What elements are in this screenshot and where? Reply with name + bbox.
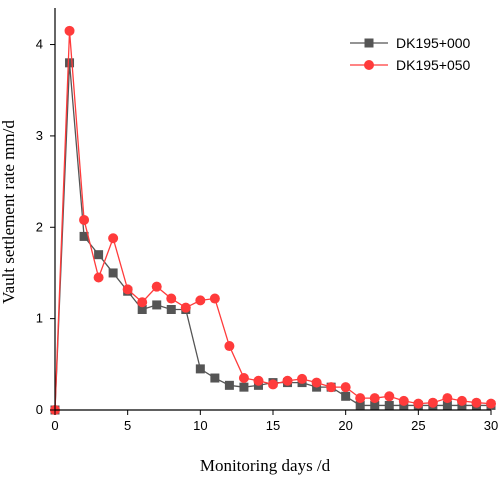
data-point-series-1: [384, 400, 394, 410]
data-point-series-2: [268, 379, 278, 390]
y-tick-label: 2: [36, 219, 43, 234]
data-point-series-1: [79, 231, 89, 241]
data-point-series-1: [370, 400, 380, 410]
x-tick-label: 30: [484, 418, 498, 433]
data-point-series-1: [210, 373, 220, 383]
data-point-series-1: [341, 391, 351, 401]
y-tick-label: 4: [36, 37, 43, 52]
legend-marker-1: [364, 38, 374, 48]
data-point-series-2: [151, 281, 162, 292]
data-point-series-2: [93, 272, 104, 283]
axes: 0 5 10 15 20 25 30 0 1 2 3 4: [36, 8, 498, 433]
data-point-series-2: [486, 398, 496, 409]
data-point-series-2: [282, 375, 293, 386]
data-point-series-2: [108, 233, 119, 244]
data-point-series-2: [122, 284, 133, 295]
data-point-series-2: [311, 377, 322, 388]
data-point-series-1: [239, 382, 249, 392]
legend-marker-2: [364, 60, 374, 70]
series-line-1: [54, 62, 491, 411]
legend-label-1: DK195+000: [396, 35, 471, 51]
data-point-series-1: [137, 305, 147, 314]
x-tick-label: 20: [338, 418, 352, 433]
x-tick-label: 25: [411, 418, 425, 433]
data-point-series-2: [384, 391, 395, 402]
data-point-series-2: [238, 373, 249, 384]
x-tick-label: 15: [266, 418, 280, 433]
data-point-series-1: [152, 300, 162, 310]
data-point-series-2: [137, 297, 148, 308]
data-point-series-2: [369, 393, 380, 404]
data-point-series-2: [398, 395, 409, 406]
legend: DK195+000 DK195+050: [350, 35, 471, 73]
data-point-series-2: [297, 373, 308, 384]
data-point-series-2: [340, 382, 351, 393]
data-point-series-1: [108, 268, 118, 278]
data-point-series-2: [64, 25, 75, 36]
data-point-series-2: [355, 393, 366, 404]
data-point-series-2: [180, 302, 191, 313]
series-line-2: [54, 30, 492, 411]
data-point-series-2: [166, 293, 177, 304]
data-point-series-2: [427, 397, 438, 408]
data-point-series-1: [166, 305, 176, 314]
data-point-series-1: [442, 400, 452, 410]
y-axis-title: Vault settlement rate mm/d: [0, 120, 18, 304]
x-tick-label: 10: [193, 418, 207, 433]
data-point-series-2: [79, 214, 90, 225]
y-tick-label: 0: [36, 402, 43, 417]
data-point-series-2: [442, 393, 453, 404]
data-point-series-2: [326, 382, 337, 393]
x-tick-label: 5: [124, 418, 131, 433]
data-point-series-2: [413, 398, 424, 409]
x-tick-label: 0: [51, 418, 58, 433]
data-point-series-2: [209, 293, 220, 304]
data-point-series-2: [224, 341, 235, 352]
y-tick-label: 1: [36, 311, 43, 326]
x-axis-title: Monitoring days /d: [200, 456, 331, 475]
y-tick-label: 3: [36, 128, 43, 143]
data-point-series-2: [471, 397, 482, 408]
data-point-series-2: [253, 375, 264, 386]
data-point-series-1: [224, 380, 234, 390]
data-point-series-1: [355, 400, 365, 410]
data-point-series-2: [195, 295, 206, 306]
legend-label-2: DK195+050: [396, 57, 471, 73]
data-point-series-1: [65, 58, 75, 68]
data-point-series-1: [195, 364, 205, 374]
data-point-series-2: [456, 395, 467, 406]
data-point-series-1: [94, 250, 104, 260]
plot-area: [50, 25, 496, 415]
